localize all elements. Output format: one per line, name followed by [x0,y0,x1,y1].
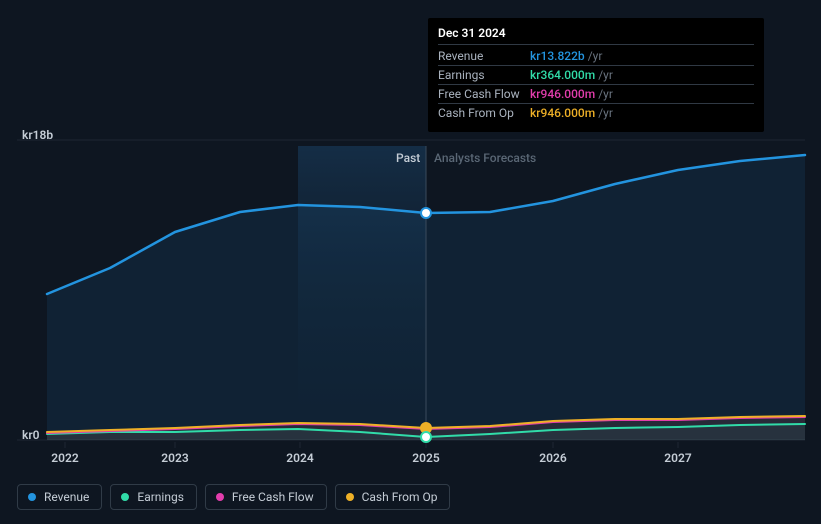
x-tick-5: 2027 [664,451,691,465]
tooltip-key: Revenue [438,49,530,63]
tooltip-row-cfo: Cash From Op kr946.000m /yr [438,104,754,122]
legend-dot-icon [28,493,36,501]
tooltip-unit: /yr [588,49,603,63]
tooltip-row-earnings: Earnings kr364.000m /yr [438,66,754,85]
y-tick-top-label: kr18b [22,128,53,142]
tooltip-key: Free Cash Flow [438,87,530,101]
legend-item-earnings[interactable]: Earnings [110,484,197,510]
tooltip-value: kr13.822b [530,49,585,63]
x-tick-0: 2022 [51,451,78,465]
tooltip-value: kr946.000m [530,106,595,120]
legend-label: Free Cash Flow [232,490,314,504]
legend-item-cfo[interactable]: Cash From Op [335,484,451,510]
legend-dot-icon [346,493,354,501]
y-tick-bottom-label: kr0 [22,428,40,442]
legend-item-fcf[interactable]: Free Cash Flow [205,484,327,510]
x-tick-3: 2025 [412,451,439,465]
x-tick-4: 2026 [539,451,566,465]
legend-item-revenue[interactable]: Revenue [17,484,102,510]
tooltip-key: Cash From Op [438,106,530,120]
tooltip-value: kr364.000m [530,68,595,82]
legend: Revenue Earnings Free Cash Flow Cash Fro… [17,484,450,510]
chart-tooltip: Dec 31 2024 Revenue kr13.822b /yr Earnin… [428,18,764,132]
legend-label: Cash From Op [362,490,438,504]
tooltip-row-revenue: Revenue kr13.822b /yr [438,47,754,66]
tooltip-row-fcf: Free Cash Flow kr946.000m /yr [438,85,754,104]
past-region-label: Past [396,151,420,165]
x-tick-2: 2024 [286,451,313,465]
x-tick-1: 2023 [161,451,188,465]
legend-label: Earnings [137,490,184,504]
tooltip-value: kr946.000m [530,87,595,101]
legend-dot-icon [121,493,129,501]
tooltip-unit: /yr [598,106,613,120]
tooltip-key: Earnings [438,68,530,82]
legend-dot-icon [216,493,224,501]
tooltip-date: Dec 31 2024 [438,26,754,45]
tooltip-unit: /yr [598,68,613,82]
legend-label: Revenue [44,490,89,504]
chart-container: kr18b kr0 Past Analysts Forecasts 2022 2… [0,0,821,524]
forecast-region-label: Analysts Forecasts [434,151,536,165]
tooltip-unit: /yr [598,87,613,101]
